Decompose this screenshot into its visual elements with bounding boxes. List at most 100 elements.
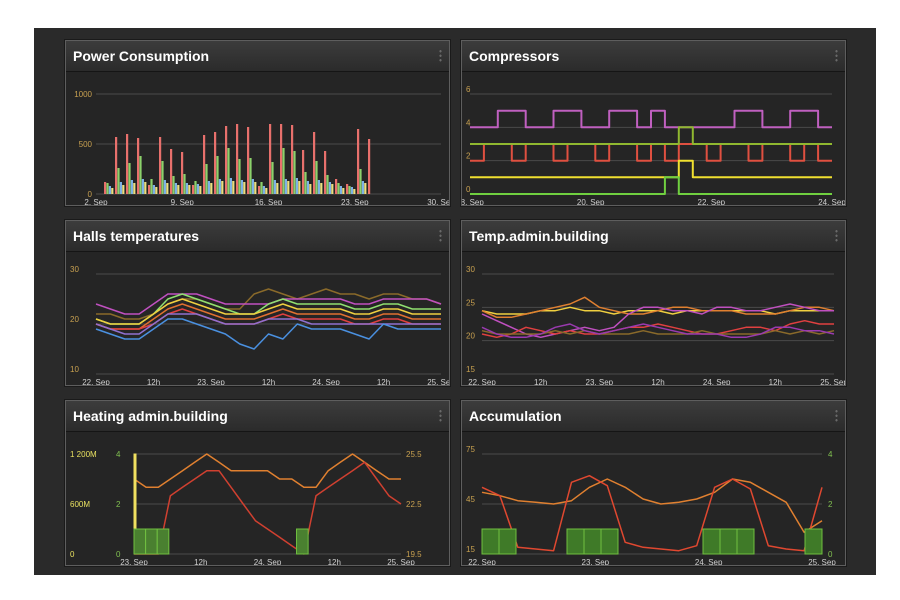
bar [342,188,345,194]
bar [331,184,334,194]
bar [145,528,158,555]
x-tick-label: 22. Sep [698,198,726,205]
bar [122,185,125,194]
x-tick-label: 22. Sep [468,378,496,385]
series-line [470,176,832,195]
bar [265,188,268,194]
series-line [95,298,441,325]
panel-header[interactable]: Temp.admin.building [462,221,845,252]
bar [302,150,305,194]
x-tick-label: 12h [262,378,275,385]
bar [736,528,755,555]
panel-header[interactable]: Halls temperatures [66,221,449,252]
y-tick-label: 2 [466,152,471,161]
bar [249,158,252,194]
bar [313,132,316,194]
bar [166,183,169,194]
panel-title: Compressors [469,48,560,64]
series-line [470,143,832,162]
drag-handle-icon[interactable] [835,229,838,242]
bar [251,179,254,194]
x-tick-label: 22. Sep [468,558,496,565]
bar [309,184,312,194]
y-tick-label: 500 [79,140,93,149]
y-mid-tick-label: 2 [116,500,121,509]
bar [317,180,320,194]
bar [214,132,217,194]
bar [207,181,210,194]
series-line [481,478,823,534]
bar [133,528,147,555]
bar [199,186,202,194]
bar [315,161,318,194]
x-tick-label: 25. Sep [427,378,449,385]
bar [106,183,109,194]
bar [159,137,162,194]
chart-temp-admin-building: 22. Sep 12h 23. Sep 12h 24. Sep 12h 25. Sep 15 2… [466,265,845,385]
panel-header[interactable]: Power Consumption [66,41,449,72]
dashboard: Power Consumption 0 500 1000 2. Sep 9. Sep 16… [34,28,876,575]
bar [155,187,158,194]
bar [133,183,136,194]
panel-header[interactable]: Compressors [462,41,845,72]
bar [243,182,246,194]
x-tick-label: 9. Sep [171,198,195,205]
bar [600,528,619,555]
bar [227,148,230,194]
x-tick-label: 12h [651,378,664,385]
panel-compressors: Compressors 18. Sep 20. Sep 22. Sep 24. Sep… [461,40,846,206]
bar [192,185,195,194]
x-tick-label: 22. Sep [82,378,110,385]
bar [271,162,274,194]
drag-handle-icon[interactable] [439,409,442,422]
bar [144,182,147,194]
bar [291,125,294,194]
bar [177,185,180,194]
bar [185,183,188,194]
bar [163,180,166,194]
bar [128,163,131,194]
bar [181,152,184,194]
y-tick-label: 6 [466,85,471,94]
y-tick-label: 15 [466,365,475,374]
y-tick-label: 1000 [74,90,92,99]
bar [194,181,197,194]
series-line [481,296,835,319]
panel-header[interactable]: Heating admin.building [66,401,449,432]
bar [335,179,338,194]
y-left-tick-label: 0 [70,550,75,559]
y-right-tick-label: 19.5 [406,550,422,559]
y-left-tick-label: 1 200M [70,450,97,459]
bar [188,185,191,194]
panel-title: Power Consumption [73,48,210,64]
panel-header[interactable]: Accumulation [462,401,845,432]
drag-handle-icon[interactable] [439,49,442,62]
x-tick-label: 30. Sep [427,198,449,205]
drag-handle-icon[interactable] [439,229,442,242]
x-tick-label: 24. Sep [254,558,282,565]
bar [111,188,114,194]
y-right-tick-label: 22.5 [406,500,422,509]
bar [320,183,323,194]
bar [170,149,173,194]
bar [216,156,219,194]
bar [339,186,342,194]
series-line [470,159,832,179]
drag-handle-icon[interactable] [835,409,838,422]
x-tick-label: 23. Sep [197,378,225,385]
drag-handle-icon[interactable] [835,49,838,62]
y-tick-label: 20 [70,315,79,324]
x-tick-label: 20. Sep [577,198,605,205]
bar [161,161,164,194]
bar [304,172,307,194]
series-line [481,474,823,552]
bar [282,148,285,194]
bar [141,179,144,194]
x-tick-label: 12h [147,378,160,385]
bar [152,185,155,194]
series-line [134,461,402,555]
x-tick-label: 24. Sep [818,198,845,205]
panel-title: Heating admin.building [73,408,228,424]
bar [247,127,250,194]
bar [174,183,177,194]
